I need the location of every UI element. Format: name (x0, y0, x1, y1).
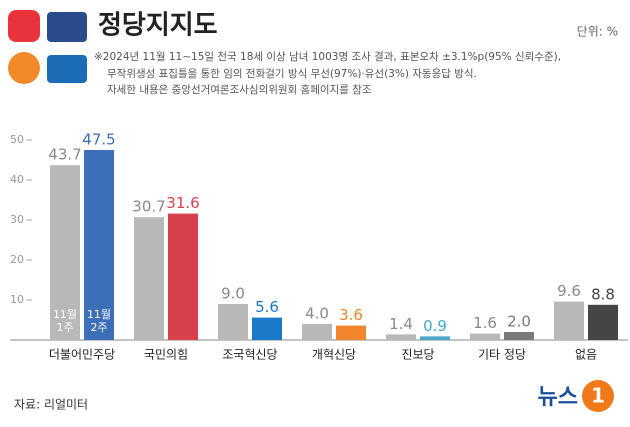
logo: 뉴스 (538, 385, 578, 410)
value-label: 43.7 (48, 146, 81, 164)
bar (554, 301, 584, 340)
bar (252, 317, 282, 340)
source: 자료: 리얼미터 (14, 398, 88, 412)
x-tick-label: 기타 정당 (478, 348, 526, 362)
bar (168, 213, 198, 340)
bar (50, 165, 80, 340)
value-label: 0.9 (423, 317, 447, 335)
x-tick-label: 진보당 (401, 348, 434, 362)
x-tick-label: 조국혁신당 (222, 348, 277, 362)
value-label: 1.4 (389, 315, 413, 333)
bar (302, 324, 332, 340)
x-tick-label: 더불어민주당 (49, 348, 115, 362)
series-name: 11월 1주 (52, 308, 78, 334)
value-label: 1.6 (473, 314, 497, 332)
y-tick-label: 10 (10, 293, 24, 306)
y-tick-label: 50 (10, 133, 24, 146)
bar (504, 332, 534, 340)
series-name: 11월 2주 (86, 308, 112, 334)
bar (336, 325, 366, 340)
y-tick-label: 40 (10, 173, 24, 186)
x-tick-label: 국민의힘 (144, 348, 188, 362)
y-tick-label: 20 (10, 253, 24, 266)
value-label: 9.6 (557, 282, 581, 300)
bar (386, 334, 416, 340)
y-tick-label: 30 (10, 213, 24, 226)
bar (84, 150, 114, 340)
chart-title: 정당지지도 (98, 11, 218, 41)
bar (420, 336, 450, 340)
bar (218, 304, 248, 340)
value-label: 5.6 (255, 298, 279, 316)
bar (470, 333, 500, 340)
value-label: 2.0 (507, 313, 531, 331)
value-label: 30.7 (132, 198, 165, 216)
x-tick-label: 개혁신당 (312, 348, 356, 362)
unit: 단위: % (577, 25, 618, 39)
note: ※2024년 11월 11~15일 전국 18세 이상 남녀 1003명 조사 … (94, 50, 561, 63)
logo-badge (582, 380, 614, 412)
x-tick-label: 없음 (575, 348, 597, 362)
value-label: 9.0 (221, 285, 245, 303)
bar (134, 217, 164, 340)
party-icons (8, 10, 87, 84)
logo: 1 (591, 384, 605, 408)
bar (588, 304, 618, 340)
value-label: 8.8 (591, 285, 615, 303)
value-label: 31.6 (166, 194, 199, 212)
note: 자세한 내용은 중앙선거여론조사심의위원회 홈페이지를 참조 (107, 83, 372, 96)
value-label: 4.0 (305, 305, 329, 323)
note: 무작위생성 표집틀을 통한 임의 전화걸기 방식 무선(97%)·유선(3%) … (107, 67, 477, 80)
value-label: 47.5 (82, 131, 115, 149)
value-label: 3.6 (339, 306, 363, 324)
